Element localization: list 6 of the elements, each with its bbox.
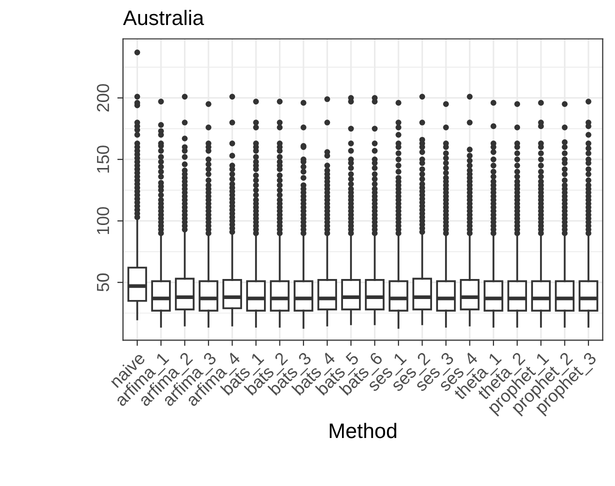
y-tick-label: 200 [96, 84, 110, 112]
chart-title: Australia [123, 10, 204, 26]
x-axis-title: Method [330, 422, 396, 438]
y-tick-label: 50 [96, 273, 110, 292]
y-tick-label: 100 [96, 207, 110, 234]
y-tick-label: 150 [96, 146, 110, 173]
